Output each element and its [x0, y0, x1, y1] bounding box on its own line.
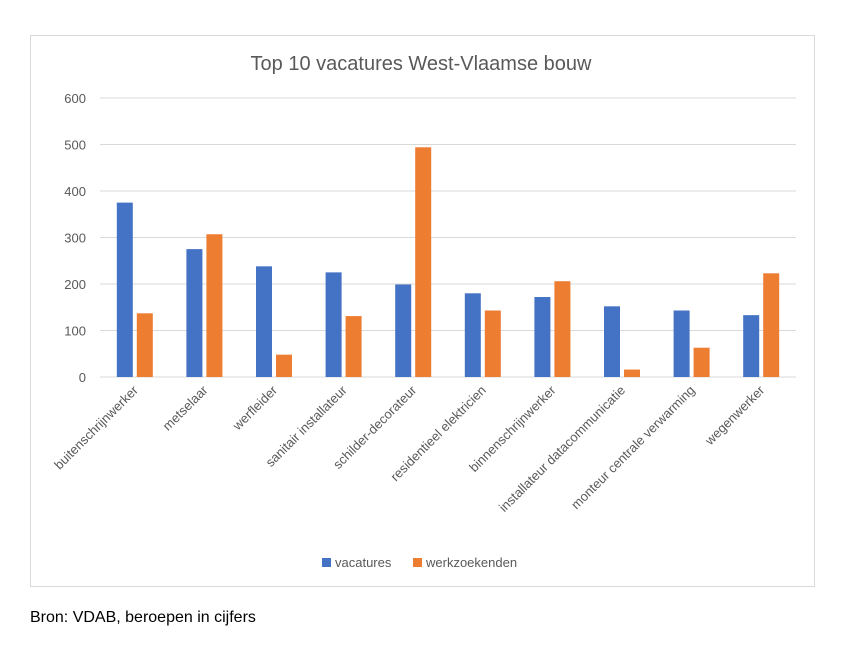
bar-vacatures [743, 315, 760, 377]
bars [116, 147, 780, 377]
bar-werkzoekenden [763, 273, 780, 377]
legend-swatch-werkzoekenden [413, 558, 422, 567]
gridlines [100, 97, 796, 378]
x-tick-label: werfleider [229, 382, 281, 434]
x-tick-label: monteur centrale verwarming [568, 383, 698, 513]
source-note: Bron: VDAB, beroepen in cijfers [30, 609, 256, 626]
legend: vacatures werkzoekenden [322, 555, 517, 570]
x-tick-label: wegenwerker [701, 382, 767, 448]
bar-werkzoekenden [554, 281, 571, 377]
chart-title: Top 10 vacatures West-Vlaamse bouw [251, 53, 592, 75]
bar-vacatures [604, 306, 620, 377]
y-axis-ticks: 0 100 200 300 400 500 600 [64, 91, 86, 385]
legend-label-werkzoekenden: werkzoekenden [425, 555, 517, 570]
bar-vacatures [186, 249, 203, 377]
y-tick-label: 200 [64, 277, 86, 292]
y-tick-label: 100 [64, 324, 86, 339]
x-axis-ticks: buitenschrijnwerker metselaar werfleidersa… [51, 382, 768, 515]
bar-chart: Top 10 vacatures West-Vlaamse bouw 0 100 2… [51, 53, 796, 570]
y-tick-label: 500 [64, 138, 86, 153]
bar-werkzoekenden [345, 316, 362, 377]
legend-swatch-vacatures [322, 558, 331, 567]
bar-werkzoekenden [276, 354, 292, 377]
x-tick-label: buitenschrijnwerker [51, 382, 141, 472]
bar-werkzoekenden [206, 234, 223, 377]
bar-vacatures [534, 297, 551, 377]
bar-vacatures [395, 284, 412, 377]
bar-vacatures [256, 266, 272, 377]
y-tick-label: 600 [64, 91, 86, 106]
y-tick-label: 400 [64, 184, 86, 199]
bar-vacatures [673, 310, 690, 377]
legend-label-vacatures: vacatures [335, 555, 392, 570]
bar-vacatures [464, 293, 481, 377]
bar-vacatures [325, 272, 342, 377]
bar-werkzoekenden [693, 347, 710, 377]
x-tick-label: installateur datacommunicatie [496, 383, 628, 515]
bar-werkzoekenden [136, 313, 153, 377]
x-tick-label: metselaar [160, 382, 211, 433]
y-tick-label: 0 [79, 370, 86, 385]
bar-werkzoekenden [624, 369, 640, 377]
bar-vacatures [116, 202, 133, 377]
bar-werkzoekenden [415, 147, 432, 377]
y-tick-label: 300 [64, 231, 86, 246]
bar-werkzoekenden [484, 310, 501, 377]
